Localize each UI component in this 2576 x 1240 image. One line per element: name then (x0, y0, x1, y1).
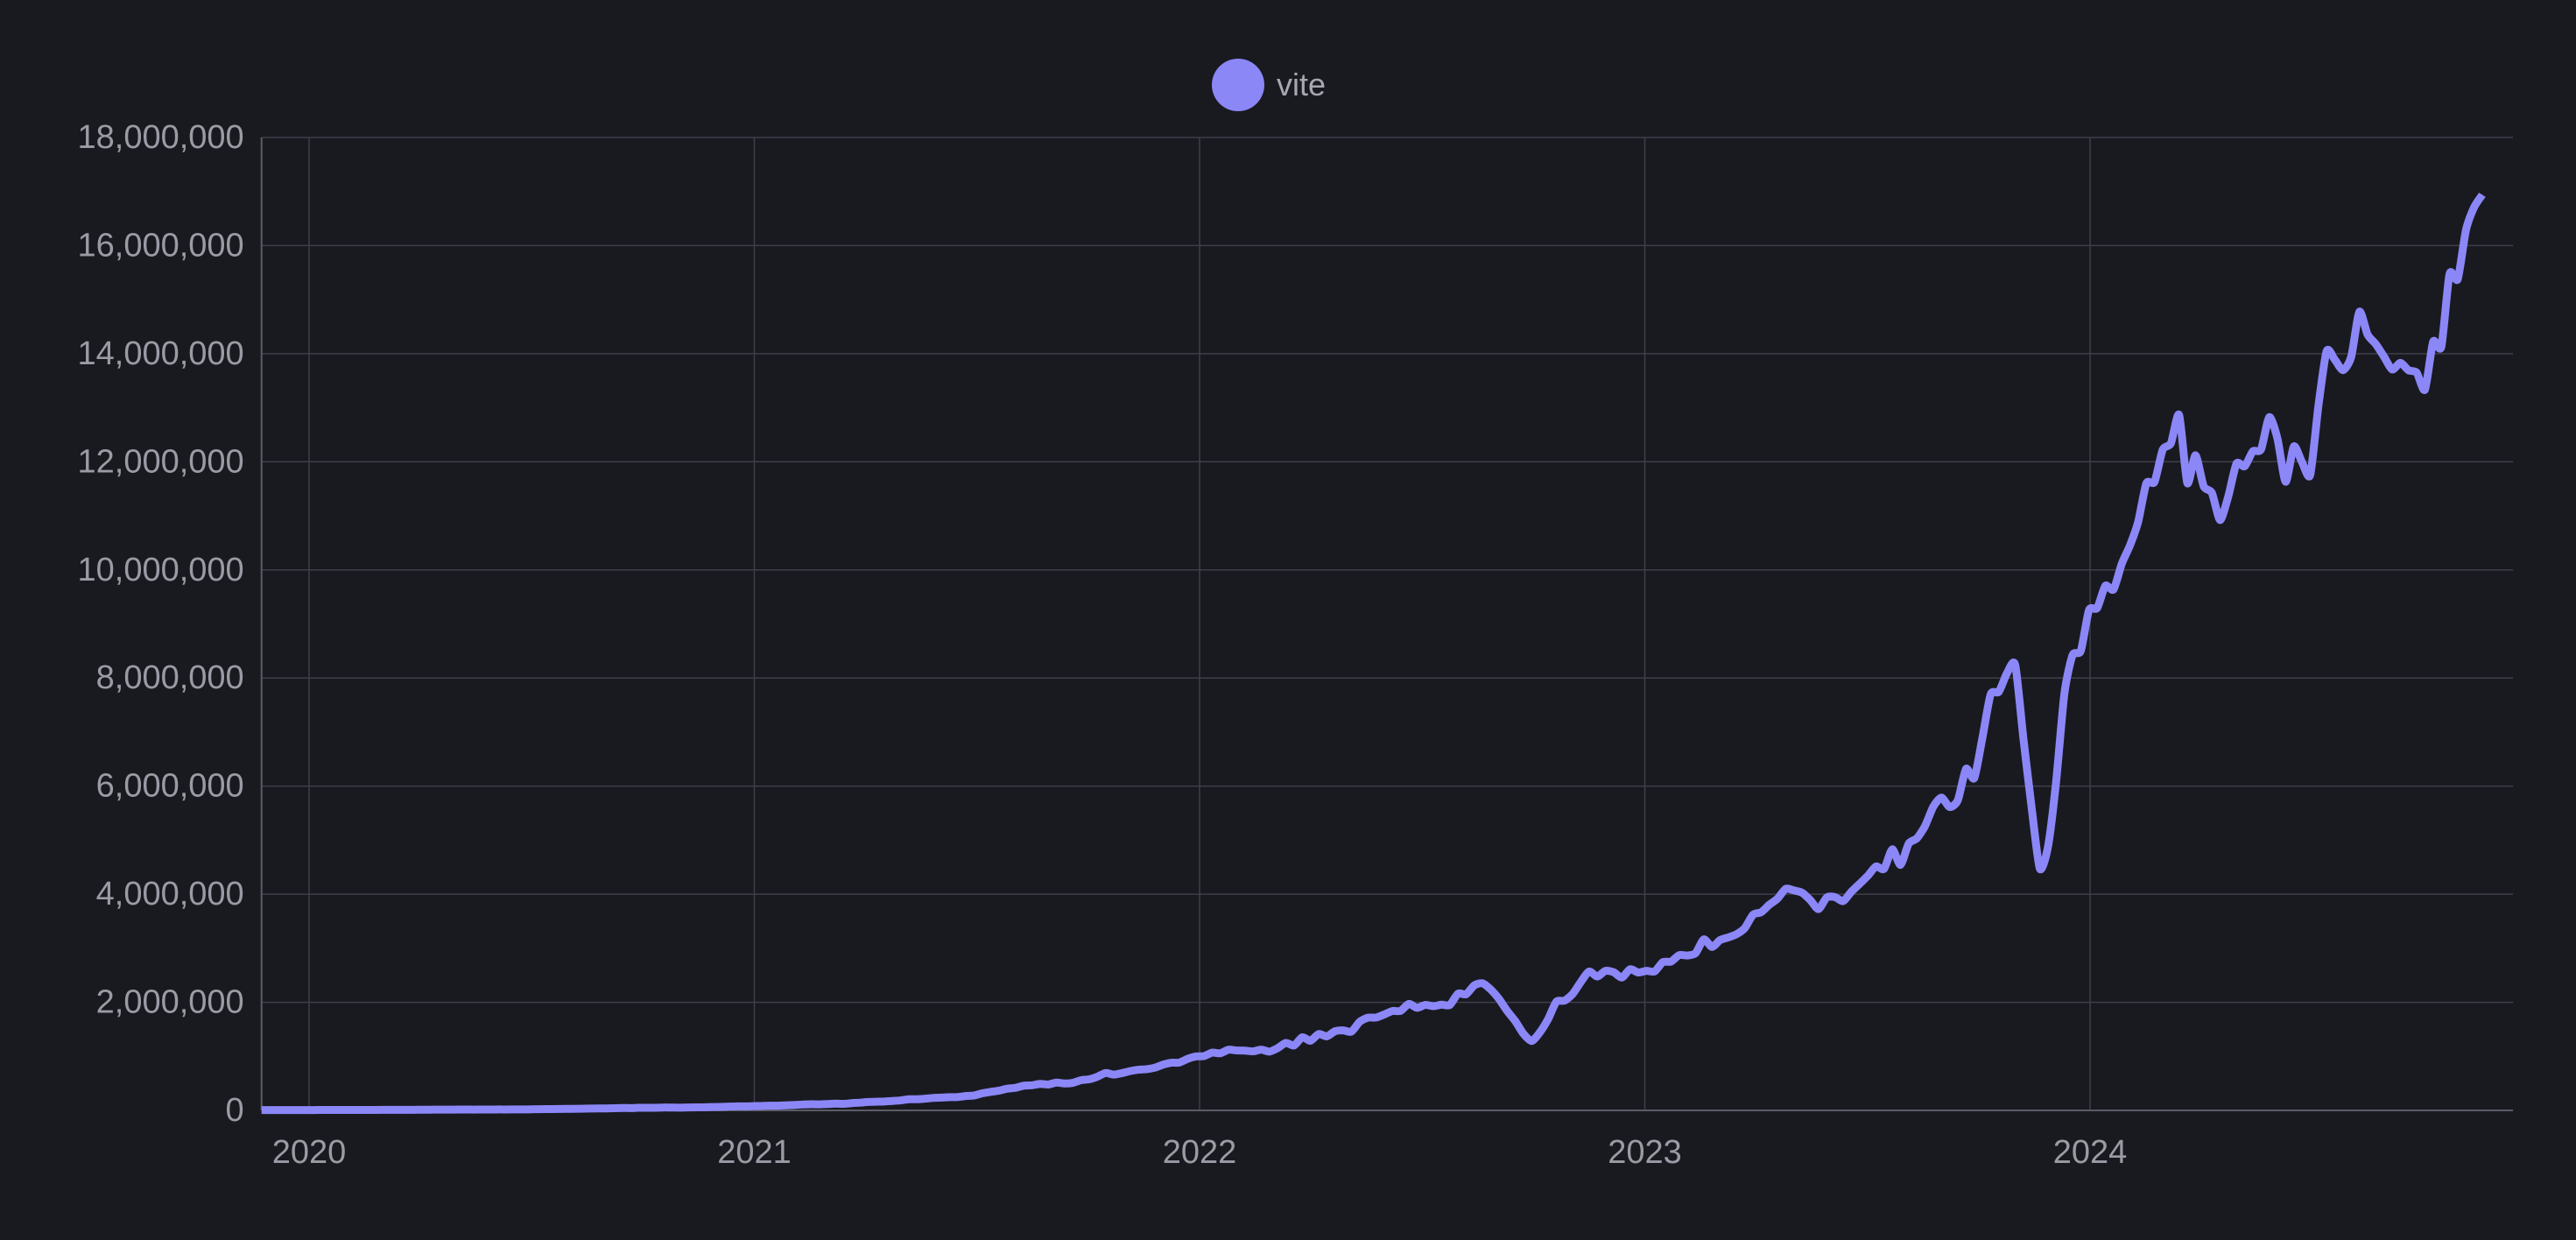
svg-text:14,000,000: 14,000,000 (78, 335, 244, 372)
svg-text:6,000,000: 6,000,000 (96, 768, 244, 805)
svg-text:2020: 2020 (272, 1134, 347, 1171)
svg-text:2022: 2022 (1163, 1134, 1237, 1171)
svg-text:8,000,000: 8,000,000 (96, 659, 244, 696)
svg-text:4,000,000: 4,000,000 (96, 876, 244, 912)
svg-text:16,000,000: 16,000,000 (78, 227, 244, 264)
svg-text:vite: vite (1277, 67, 1326, 102)
svg-text:18,000,000: 18,000,000 (78, 119, 244, 156)
svg-text:2,000,000: 2,000,000 (96, 984, 244, 1021)
svg-text:12,000,000: 12,000,000 (78, 443, 244, 480)
svg-text:2021: 2021 (717, 1134, 792, 1171)
svg-text:10,000,000: 10,000,000 (78, 552, 244, 588)
svg-text:0: 0 (226, 1092, 244, 1129)
svg-text:2023: 2023 (1608, 1134, 1682, 1171)
svg-text:2024: 2024 (2053, 1134, 2128, 1171)
